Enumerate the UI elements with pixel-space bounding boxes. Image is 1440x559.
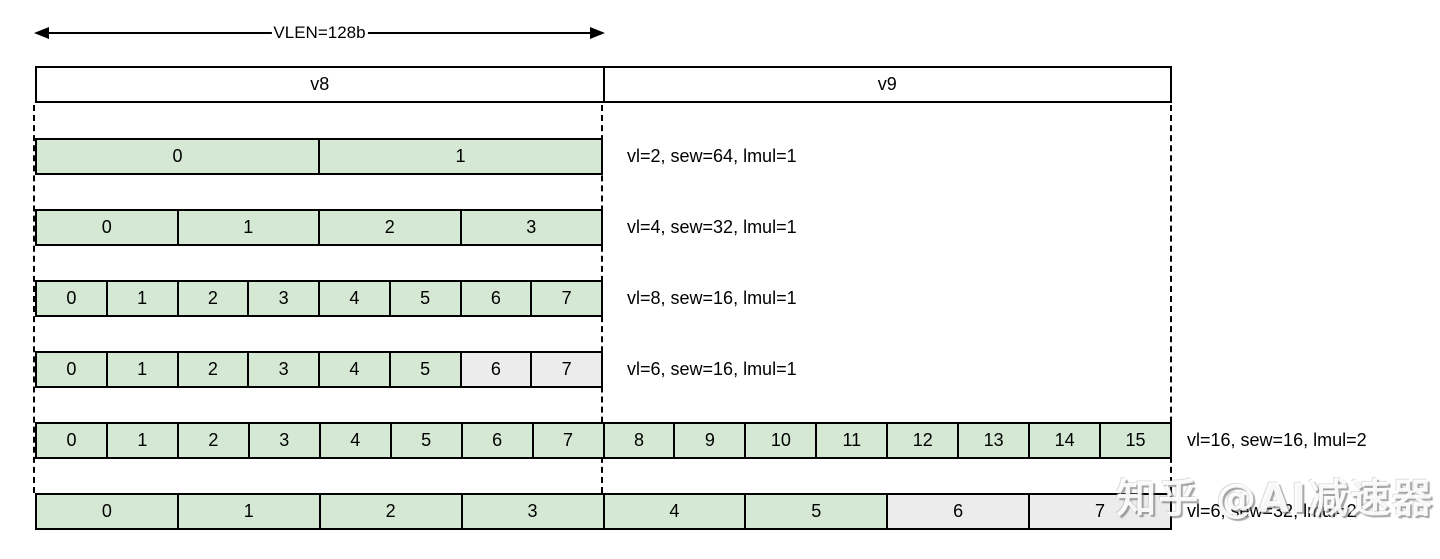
element-cell-4: 4 [318, 282, 389, 315]
element-cell-2: 2 [318, 495, 461, 528]
element-cell-6: 6 [460, 424, 532, 457]
element-cell-6: 6 [459, 353, 531, 386]
element-cell-3: 3 [459, 211, 601, 244]
element-cell-10: 10 [744, 424, 816, 457]
register-v8-label: v8 [310, 74, 330, 94]
row-label-vl6-lmul2: vl=6, sew=32, lmul=2 [1187, 501, 1357, 521]
element-cell-0: 0 [37, 282, 106, 315]
element-cell-7: 7 [530, 282, 601, 315]
element-cell-2: 2 [176, 282, 248, 315]
vlen-label: VLEN=128b [271, 23, 368, 43]
element-cell-7: 7 [531, 424, 603, 457]
element-cell-1: 1 [105, 424, 177, 457]
element-cell-3: 3 [247, 353, 318, 386]
element-cell-3: 3 [460, 495, 603, 528]
row-label-vl6: vl=6, sew=16, lmul=1 [627, 359, 797, 379]
arrow-head-right-icon [590, 27, 605, 39]
element-cell-2: 2 [176, 424, 248, 457]
element-cell-5: 5 [388, 353, 460, 386]
element-cell-5: 5 [388, 282, 460, 315]
element-cell-0: 0 [37, 211, 177, 244]
element-cell-8: 8 [602, 424, 674, 457]
element-cell-13: 13 [957, 424, 1029, 457]
dashed-guide-right [1170, 105, 1172, 493]
element-cell-2: 2 [176, 353, 248, 386]
element-cell-4: 4 [602, 495, 745, 528]
element-cell-12: 12 [886, 424, 958, 457]
element-cell-3: 3 [247, 424, 319, 457]
element-cell-6: 6 [886, 495, 1029, 528]
element-cell-15: 15 [1099, 424, 1170, 457]
element-cell-7: 7 [1028, 495, 1170, 528]
row-label-vl2: vl=2, sew=64, lmul=1 [627, 146, 797, 166]
element-cell-11: 11 [815, 424, 887, 457]
row-label-vl16: vl=16, sew=16, lmul=2 [1187, 430, 1367, 450]
watermark: 知乎 @AI减速器 [1116, 476, 1434, 522]
register-row-vl16-sew16: 0 1 2 3 4 5 6 7 8 9 10 11 12 13 14 15 [35, 422, 1172, 459]
element-cell-0: 0 [37, 495, 177, 528]
row-label-vl4: vl=4, sew=32, lmul=1 [627, 217, 797, 237]
element-cell-14: 14 [1028, 424, 1100, 457]
arrow-head-left-icon [34, 27, 49, 39]
element-cell-6: 6 [459, 282, 531, 315]
element-cell-0: 0 [37, 353, 106, 386]
element-cell-5: 5 [744, 495, 887, 528]
element-cell-4: 4 [318, 424, 390, 457]
element-cell-3: 3 [247, 282, 318, 315]
element-cell-1: 1 [176, 211, 318, 244]
element-cell-0: 0 [37, 140, 318, 173]
element-cell-9: 9 [673, 424, 745, 457]
element-cell-1: 1 [105, 282, 177, 315]
element-cell-1: 1 [318, 140, 601, 173]
element-cell-7: 7 [530, 353, 601, 386]
dashed-guide-left [33, 105, 35, 493]
element-cell-0: 0 [37, 424, 106, 457]
register-header: v8 v9 [35, 66, 1172, 103]
element-cell-5: 5 [389, 424, 461, 457]
element-cell-4: 4 [318, 353, 389, 386]
register-v9-label: v9 [602, 68, 1171, 101]
element-cell-2: 2 [318, 211, 460, 244]
vlen-arrow: VLEN=128b [34, 23, 605, 43]
element-cell-1: 1 [105, 353, 177, 386]
row-label-vl8: vl=8, sew=16, lmul=1 [627, 288, 797, 308]
element-cell-1: 1 [176, 495, 319, 528]
